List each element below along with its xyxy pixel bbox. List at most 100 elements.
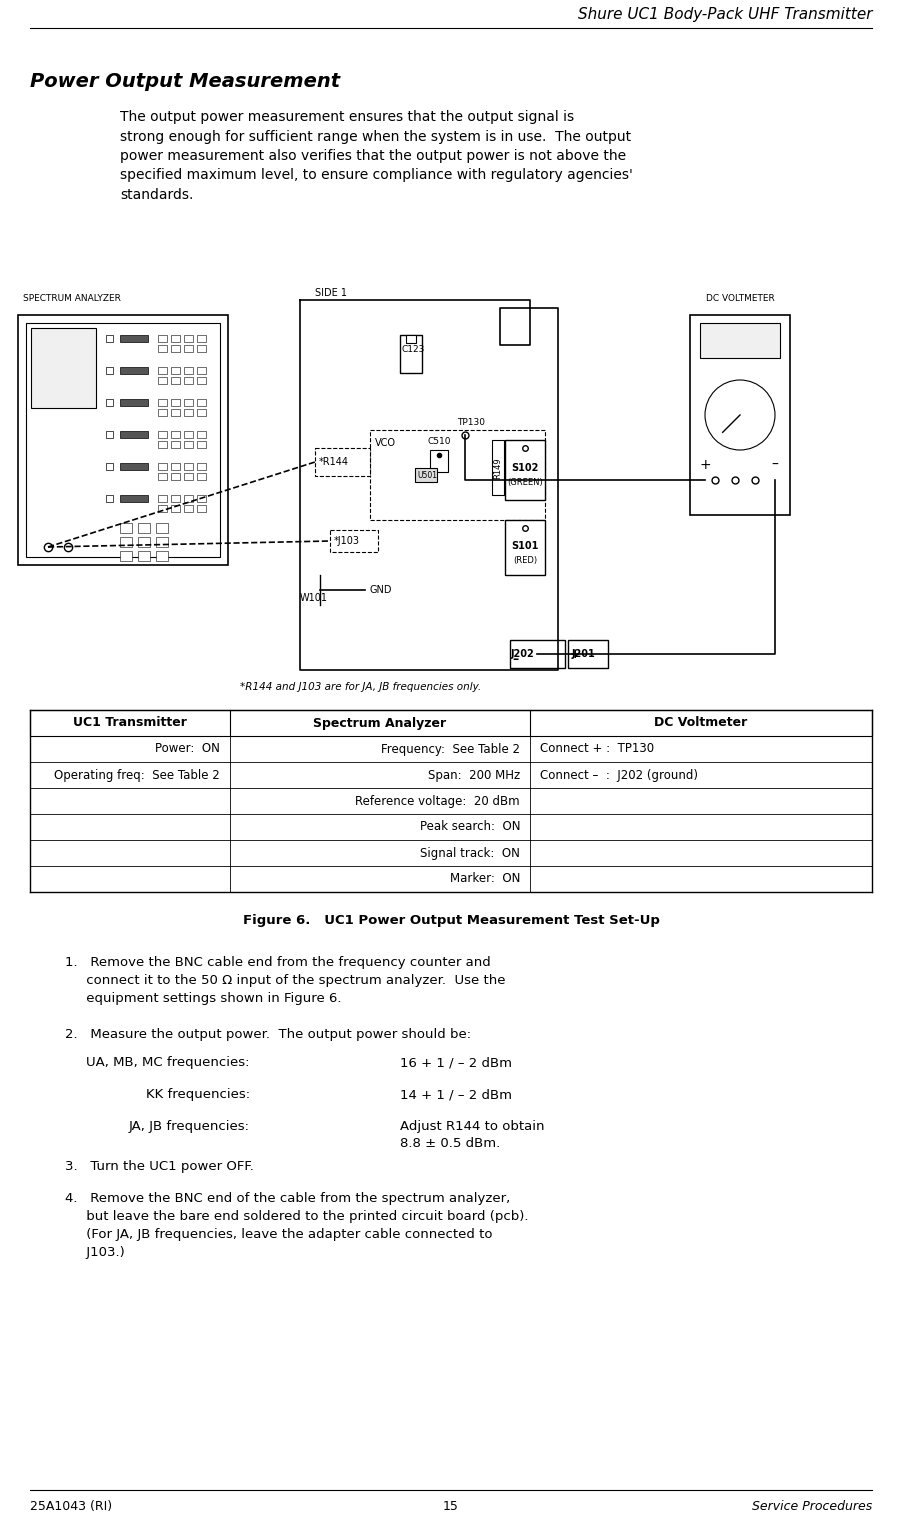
Bar	[106, 495, 113, 502]
Text: *J103: *J103	[334, 536, 360, 546]
Bar	[120, 367, 148, 374]
Bar	[184, 505, 193, 511]
Text: Power Output Measurement: Power Output Measurement	[30, 72, 340, 91]
Text: DC Voltmeter: DC Voltmeter	[654, 717, 748, 729]
Bar	[158, 473, 167, 479]
Bar	[106, 463, 113, 470]
Text: The output power measurement ensures that the output signal is
strong enough for: The output power measurement ensures tha…	[120, 110, 633, 202]
Text: Signal track:  ON: Signal track: ON	[420, 846, 520, 860]
Bar	[138, 551, 150, 562]
Bar	[30, 709, 872, 737]
Bar	[106, 335, 113, 342]
Bar	[158, 345, 167, 352]
Text: Figure 6.   UC1 Power Output Measurement Test Set-Up: Figure 6. UC1 Power Output Measurement T…	[243, 915, 659, 927]
Text: Reference voltage:  20 dBm: Reference voltage: 20 dBm	[355, 794, 520, 808]
Bar	[158, 335, 167, 342]
Text: Adjust R144 to obtain
8.8 ± 0.5 dBm.: Adjust R144 to obtain 8.8 ± 0.5 dBm.	[400, 1120, 545, 1151]
Bar	[171, 367, 180, 374]
Text: Connect –  :  J202 (ground): Connect – : J202 (ground)	[540, 769, 698, 781]
Bar	[156, 551, 168, 562]
Bar	[31, 329, 96, 408]
Text: S102: S102	[511, 463, 538, 473]
Text: DC VOLTMETER: DC VOLTMETER	[705, 294, 775, 303]
Bar	[197, 473, 206, 479]
Text: (GREEN): (GREEN)	[507, 478, 543, 487]
Bar	[400, 335, 422, 373]
Bar	[197, 345, 206, 352]
Text: VCO: VCO	[375, 438, 396, 447]
Text: C123: C123	[402, 344, 426, 353]
Bar	[158, 505, 167, 511]
Text: 25A1043 (RI): 25A1043 (RI)	[30, 1501, 112, 1513]
Bar	[370, 431, 545, 521]
Bar	[26, 323, 220, 557]
Bar	[415, 467, 437, 482]
Text: KK frequencies:: KK frequencies:	[146, 1088, 250, 1100]
Text: Marker:  ON: Marker: ON	[449, 872, 520, 886]
Text: Connect + :  TP130: Connect + : TP130	[540, 743, 654, 755]
Bar	[197, 377, 206, 384]
Bar	[138, 524, 150, 533]
Text: UC1 Transmitter: UC1 Transmitter	[73, 717, 187, 729]
Text: U501: U501	[417, 470, 437, 479]
Bar	[184, 367, 193, 374]
Text: W101: W101	[300, 594, 328, 603]
Bar	[197, 335, 206, 342]
Text: (RED): (RED)	[513, 556, 537, 565]
Bar	[120, 463, 148, 470]
Text: SIDE 1: SIDE 1	[315, 288, 347, 298]
Text: J201: J201	[571, 648, 595, 659]
Text: C510: C510	[428, 437, 452, 446]
Text: 3.   Turn the UC1 power OFF.: 3. Turn the UC1 power OFF.	[65, 1160, 253, 1173]
Text: S101: S101	[511, 540, 538, 551]
Bar	[171, 473, 180, 479]
Bar	[158, 431, 167, 438]
Bar	[120, 495, 148, 502]
Text: TP130: TP130	[457, 419, 485, 428]
Bar	[197, 441, 206, 447]
Bar	[158, 367, 167, 374]
Bar	[197, 367, 206, 374]
Bar	[492, 440, 504, 495]
Text: *R144: *R144	[319, 457, 349, 467]
Bar	[120, 335, 148, 342]
Text: 15: 15	[443, 1501, 459, 1513]
Text: 14 + 1 / – 2 dBm: 14 + 1 / – 2 dBm	[400, 1088, 512, 1100]
Bar	[184, 335, 193, 342]
Bar	[406, 335, 416, 342]
Bar	[171, 431, 180, 438]
Bar	[184, 441, 193, 447]
Circle shape	[705, 380, 775, 451]
Bar	[106, 399, 113, 406]
Bar	[138, 537, 150, 546]
Text: +: +	[570, 647, 581, 661]
Text: GND: GND	[370, 584, 392, 595]
Bar	[184, 495, 193, 502]
Text: +: +	[699, 458, 711, 472]
Bar	[505, 521, 545, 575]
Text: J202: J202	[511, 648, 534, 659]
Bar	[184, 345, 193, 352]
Text: *R144 and J103 are for JA, JB frequencies only.: *R144 and J103 are for JA, JB frequencie…	[240, 682, 482, 693]
Bar	[158, 441, 167, 447]
Text: Operating freq:  See Table 2: Operating freq: See Table 2	[54, 769, 220, 781]
Text: Peak search:  ON: Peak search: ON	[419, 820, 520, 834]
Bar	[171, 409, 180, 416]
Bar	[184, 431, 193, 438]
Bar	[171, 345, 180, 352]
Text: –: –	[512, 653, 518, 667]
Bar	[171, 377, 180, 384]
Bar	[568, 639, 608, 668]
Bar	[430, 451, 448, 472]
Bar	[197, 505, 206, 511]
Text: Shure UC1 Body-Pack UHF Transmitter: Shure UC1 Body-Pack UHF Transmitter	[577, 8, 872, 21]
Bar	[120, 399, 148, 406]
Bar	[184, 463, 193, 470]
Bar	[120, 551, 132, 562]
Text: Power:  ON: Power: ON	[155, 743, 220, 755]
Bar	[315, 447, 370, 476]
Bar	[18, 315, 228, 565]
Bar	[197, 409, 206, 416]
Bar	[184, 473, 193, 479]
Bar	[158, 399, 167, 406]
